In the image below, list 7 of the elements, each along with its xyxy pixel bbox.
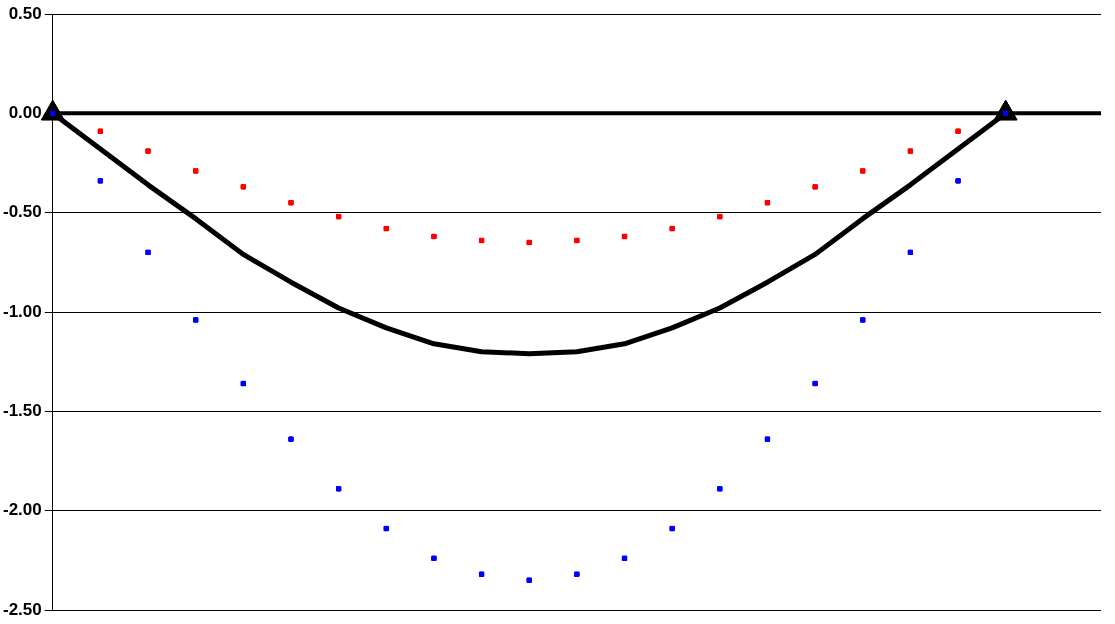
y-tick-label: -1.00 (3, 301, 42, 321)
y-tick-label: 0.00 (8, 103, 42, 123)
y-tick-label: -1.50 (3, 401, 42, 421)
y-tick-label: -2.50 (3, 599, 42, 619)
y-tick-label: 0.50 (8, 3, 42, 23)
y-tick-label: -0.50 (3, 202, 42, 222)
y-tick-label: -2.00 (3, 500, 42, 520)
